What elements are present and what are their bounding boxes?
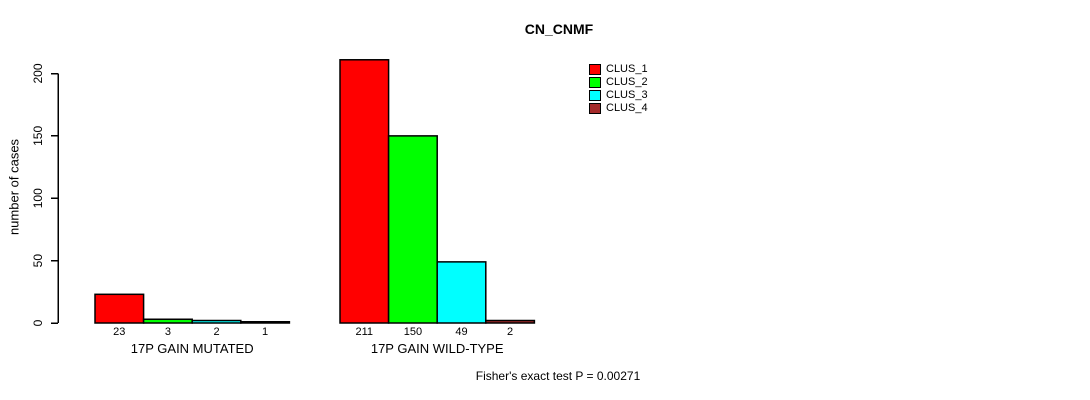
legend-label: CLUS_3: [606, 89, 648, 101]
bar-CLUS_4-group2: [485, 319, 536, 324]
bar-CLUS_1-group1: [94, 293, 145, 324]
legend-label: CLUS_2: [606, 76, 648, 88]
legend-swatch-CLUS_2: [589, 77, 601, 88]
bar-CLUS_2-group2: [387, 135, 438, 324]
legend-row-CLUS_3: CLUS_3: [589, 89, 648, 102]
legend-row-CLUS_1: CLUS_1: [589, 63, 648, 76]
legend-swatch-CLUS_1: [589, 64, 601, 75]
x-category-label: 17P GAIN MUTATED: [131, 341, 254, 356]
bar-value-label: 150: [404, 326, 422, 338]
bar-value-label: 2: [213, 326, 219, 338]
stat-annotation: Fisher's exact test P = 0.00271: [475, 369, 641, 383]
bar-value-label: 211: [356, 326, 374, 338]
y-tick-label: 100: [31, 188, 45, 208]
bar-CLUS_2-group1: [142, 318, 193, 324]
legend-row-CLUS_2: CLUS_2: [589, 76, 648, 89]
y-tick-label: 50: [31, 254, 45, 268]
bar-value-label: 23: [113, 326, 125, 338]
bar-value-label: 49: [455, 326, 467, 338]
legend-swatch-CLUS_4: [589, 103, 601, 114]
y-tick-label: 200: [31, 63, 45, 83]
bar-CLUS_1-group2: [339, 59, 390, 324]
bar-CLUS_4-group1: [240, 321, 291, 324]
legend-swatch-CLUS_3: [589, 90, 601, 101]
legend-label: CLUS_1: [606, 63, 648, 75]
chart-title: CN_CNMF: [524, 21, 594, 37]
x-category-label: 17P GAIN WILD-TYPE: [371, 341, 504, 356]
legend: CLUS_1 CLUS_2 CLUS_3 CLUS_4: [589, 63, 648, 115]
legend-row-CLUS_4: CLUS_4: [589, 102, 648, 115]
legend-label: CLUS_4: [606, 102, 648, 114]
bar-value-label: 1: [262, 326, 268, 338]
y-tick-label: 150: [31, 126, 45, 146]
bar-value-label: 2: [507, 326, 513, 338]
y-tick-label: 0: [31, 319, 45, 326]
bar-value-label: 3: [165, 326, 171, 338]
bar-CLUS_3-group1: [191, 319, 242, 324]
bar-CLUS_3-group2: [436, 261, 487, 324]
